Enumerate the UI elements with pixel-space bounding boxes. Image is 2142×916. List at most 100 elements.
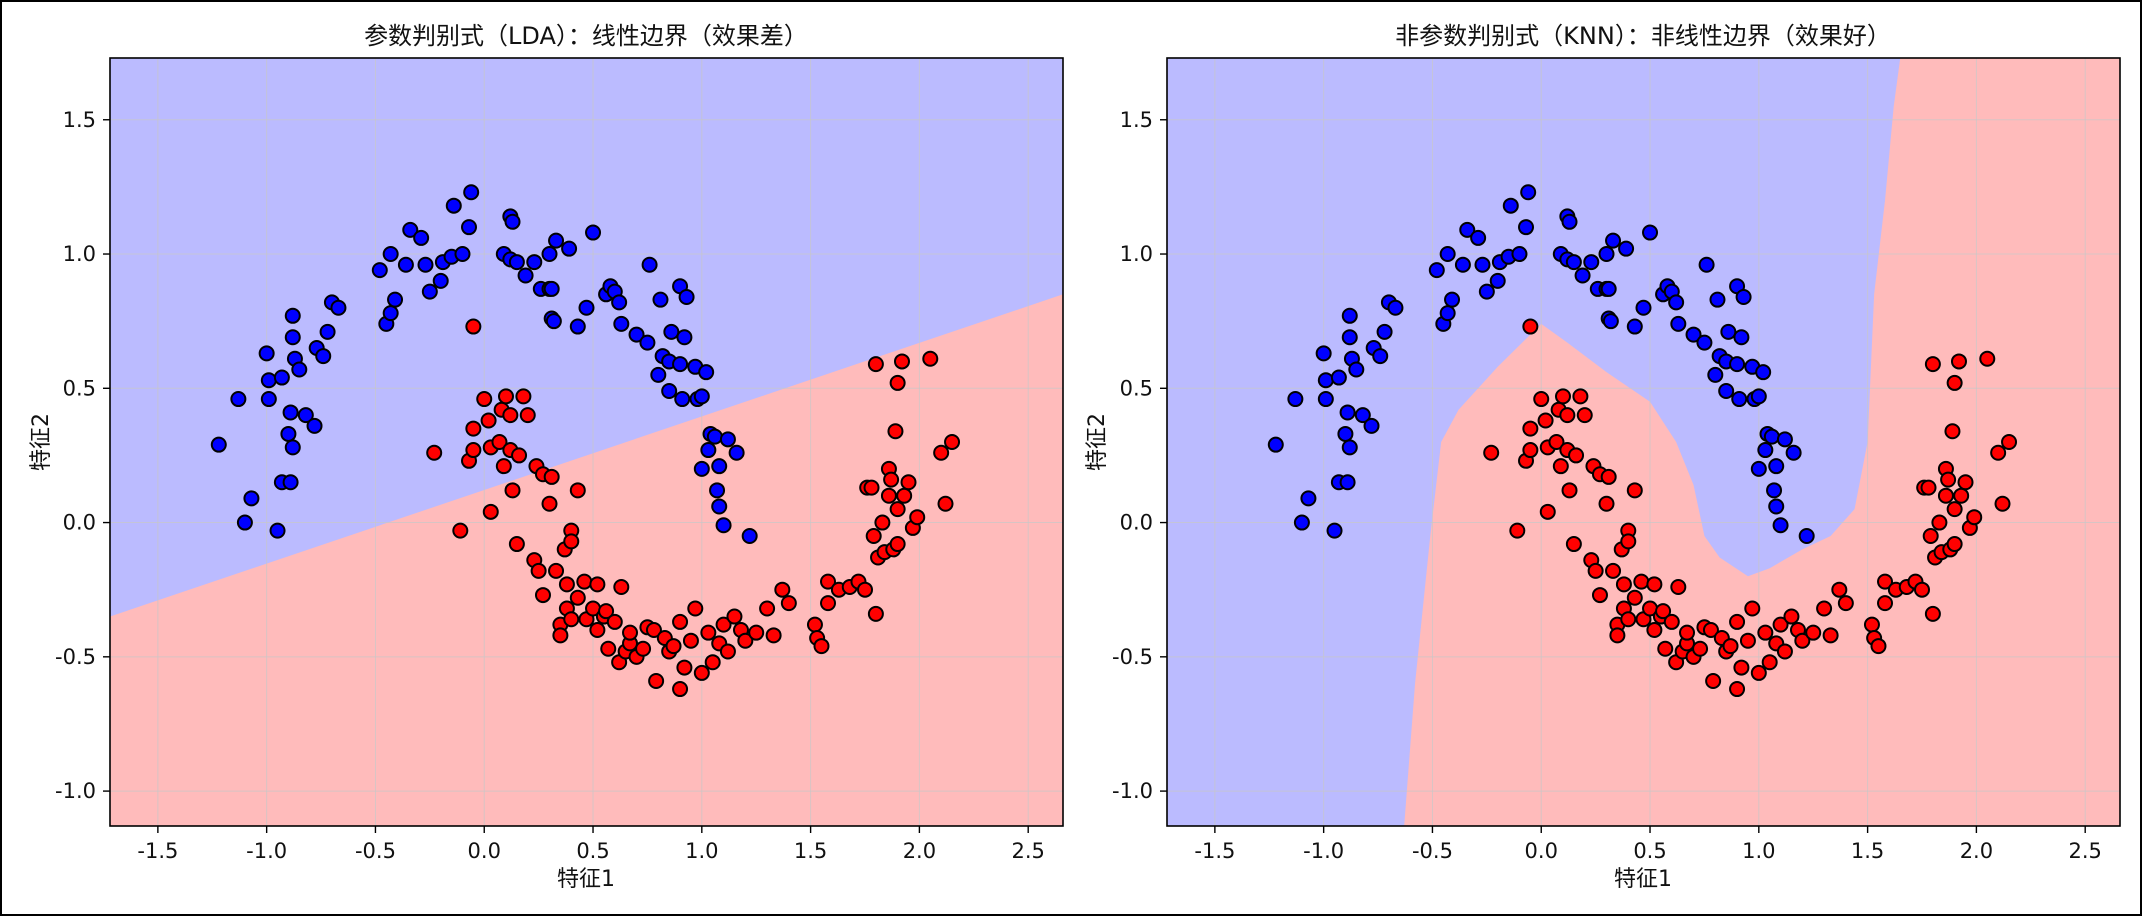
point-class1-109 xyxy=(937,495,954,512)
point-class0-87 xyxy=(709,482,726,499)
point-class0-64 xyxy=(1670,315,1687,332)
point-class0-4 xyxy=(258,345,275,362)
point-class1-20 xyxy=(1576,407,1593,424)
point-class1-77 xyxy=(765,627,782,644)
point-class1-1 xyxy=(452,522,469,539)
point-class1-4 xyxy=(465,442,482,459)
point-class1-18 xyxy=(511,447,528,464)
point-class1-37 xyxy=(1626,589,1643,606)
point-class0-17 xyxy=(291,361,308,378)
point-class0-34 xyxy=(421,283,438,300)
point-class0-24 xyxy=(330,299,347,316)
x-tick-label-8: 2.5 xyxy=(2068,839,2101,863)
point-class0-10 xyxy=(1337,425,1354,442)
point-class0-91 xyxy=(719,431,736,448)
point-class0-5 xyxy=(1317,372,1334,389)
point-class0-11 xyxy=(282,474,299,491)
x-tick-label-6: 1.5 xyxy=(794,839,827,863)
point-class1-109 xyxy=(1994,495,2011,512)
x-tick-label-2: -0.5 xyxy=(1412,839,1453,863)
x-tick-label-3: 0.0 xyxy=(468,839,501,863)
point-class1-103 xyxy=(1950,353,1967,370)
point-class0-90 xyxy=(715,517,732,534)
point-class1-30 xyxy=(552,627,569,644)
point-class1-80 xyxy=(1863,616,1880,633)
point-class1-5 xyxy=(1522,420,1539,437)
point-class1-62 xyxy=(1729,681,1746,698)
point-class0-86 xyxy=(706,428,723,445)
point-class1-14 xyxy=(502,407,519,424)
point-class1-7 xyxy=(480,412,497,429)
x-tick-label-5: 1.0 xyxy=(1742,839,1775,863)
point-class1-12 xyxy=(495,458,512,475)
point-class1-28 xyxy=(548,562,565,579)
point-class1-106 xyxy=(1966,509,1983,526)
point-class1-63 xyxy=(676,659,693,676)
point-class1-39 xyxy=(1633,573,1650,590)
x-ticks-lda: -1.5 -1.0 -0.5 0.0 0.5 1.0 1.5 2.0 2.5 xyxy=(137,826,1045,863)
point-class1-38 xyxy=(1626,482,1643,499)
point-class0-48 xyxy=(526,254,543,271)
point-class1-65 xyxy=(1744,600,1761,617)
point-class1-62 xyxy=(672,681,689,698)
point-class1-30 xyxy=(1609,627,1626,644)
point-class0-35 xyxy=(432,272,449,289)
point-class0-54 xyxy=(1605,232,1622,249)
point-class0-89 xyxy=(711,498,728,515)
x-tick-label-7: 2.0 xyxy=(903,839,936,863)
point-class0-21 xyxy=(315,348,332,365)
point-class1-60 xyxy=(665,638,682,655)
point-class1-3 xyxy=(465,318,482,335)
point-class1-63 xyxy=(1733,659,1750,676)
point-class1-71 xyxy=(719,643,736,660)
point-class1-97 xyxy=(1937,487,1954,504)
point-class0-2 xyxy=(236,514,253,531)
point-class1-54 xyxy=(1692,640,1709,657)
point-class0-81 xyxy=(693,460,710,477)
point-class0-54 xyxy=(548,232,565,249)
point-class1-60 xyxy=(1722,638,1739,655)
point-class0-82 xyxy=(693,388,710,405)
point-class0-18 xyxy=(297,407,314,424)
point-class1-92 xyxy=(867,605,884,622)
x-tick-label-0: -1.5 xyxy=(137,839,178,863)
point-class0-33 xyxy=(417,256,434,273)
point-class1-113 xyxy=(896,487,913,504)
data-points-lda xyxy=(210,184,961,698)
point-class1-54 xyxy=(635,640,652,657)
point-class1-23 xyxy=(530,562,547,579)
point-class0-14 xyxy=(1341,439,1358,456)
point-class0-41 xyxy=(1520,184,1537,201)
point-class1-0 xyxy=(426,444,443,461)
point-class0-40 xyxy=(1518,219,1535,236)
point-class0-86 xyxy=(1763,428,1780,445)
point-class0-13 xyxy=(284,307,301,324)
point-class1-91 xyxy=(865,527,882,544)
point-class1-112 xyxy=(1946,536,1963,553)
point-class1-82 xyxy=(813,638,830,655)
y-tick-label-2: 0.0 xyxy=(1120,511,1153,535)
point-class0-75 xyxy=(1729,356,1746,373)
point-class0-41 xyxy=(463,184,480,201)
point-class1-37 xyxy=(569,589,586,606)
point-class1-101 xyxy=(1946,501,1963,518)
point-class0-48 xyxy=(1583,254,1600,271)
point-class1-100 xyxy=(1944,423,1961,440)
y-tick-label-1: -0.5 xyxy=(55,645,96,669)
point-class0-15 xyxy=(1341,329,1358,346)
point-class0-15 xyxy=(284,329,301,346)
axes-frame-knn xyxy=(1166,57,2121,827)
point-class1-28 xyxy=(1605,562,1622,579)
point-class0-65 xyxy=(1685,326,1702,343)
point-class0-4 xyxy=(1315,345,1332,362)
point-class0-51 xyxy=(1598,246,1615,263)
point-class1-16 xyxy=(504,482,521,499)
point-class0-47 xyxy=(517,267,534,284)
point-class1-9 xyxy=(1539,503,1556,520)
point-class0-25 xyxy=(371,262,388,279)
point-class0-76 xyxy=(1731,391,1748,408)
point-class1-23 xyxy=(1587,562,1604,579)
point-class1-52 xyxy=(622,624,639,641)
chart-title-knn: 非参数判别式（KNN）：非线性边界（效果好） xyxy=(1395,22,1891,50)
